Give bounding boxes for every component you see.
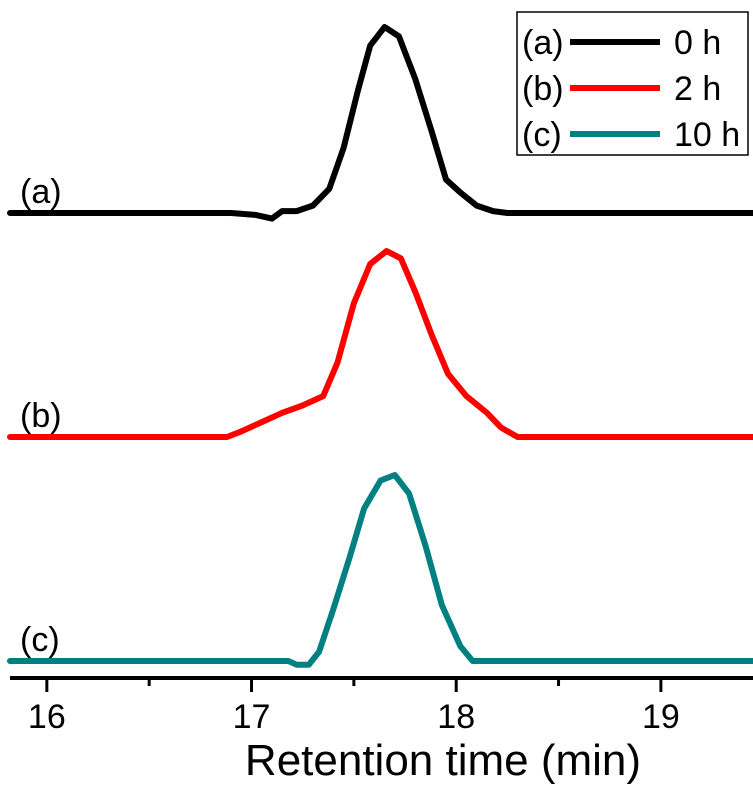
legend-prefix: (b) [522,70,564,108]
series-line-2-h [7,248,753,440]
legend-items: (a) 0 h (b) 2 h (c) 10 h [522,24,740,154]
legend-prefix: (c) [522,116,562,154]
legend-label: 0 h [674,24,721,62]
chart-curves [7,24,753,668]
series-line-10-h [7,472,753,668]
x-tick-label: 16 [28,698,66,736]
x-axis: 16 17 18 19 Retention time (min) [10,676,753,785]
series-line-0-h [7,24,753,222]
x-tick-label: 19 [642,698,680,736]
x-axis-title: Retention time (min) [245,736,641,785]
trace-label-1: (a) [20,173,62,211]
trace-label-3: (c) [20,621,60,659]
legend-prefix: (a) [522,24,564,62]
trace-label-2: (b) [20,397,62,435]
trace-labels: (a) (b) (c) [20,173,62,659]
x-tick-label: 18 [437,698,475,736]
legend-label: 10 h [674,116,740,154]
legend-label: 2 h [674,70,721,108]
x-axis-ticks: 16 17 18 19 [28,678,680,736]
x-tick-label: 17 [233,698,271,736]
legend: (a) 0 h (b) 2 h (c) 10 h [516,11,749,156]
